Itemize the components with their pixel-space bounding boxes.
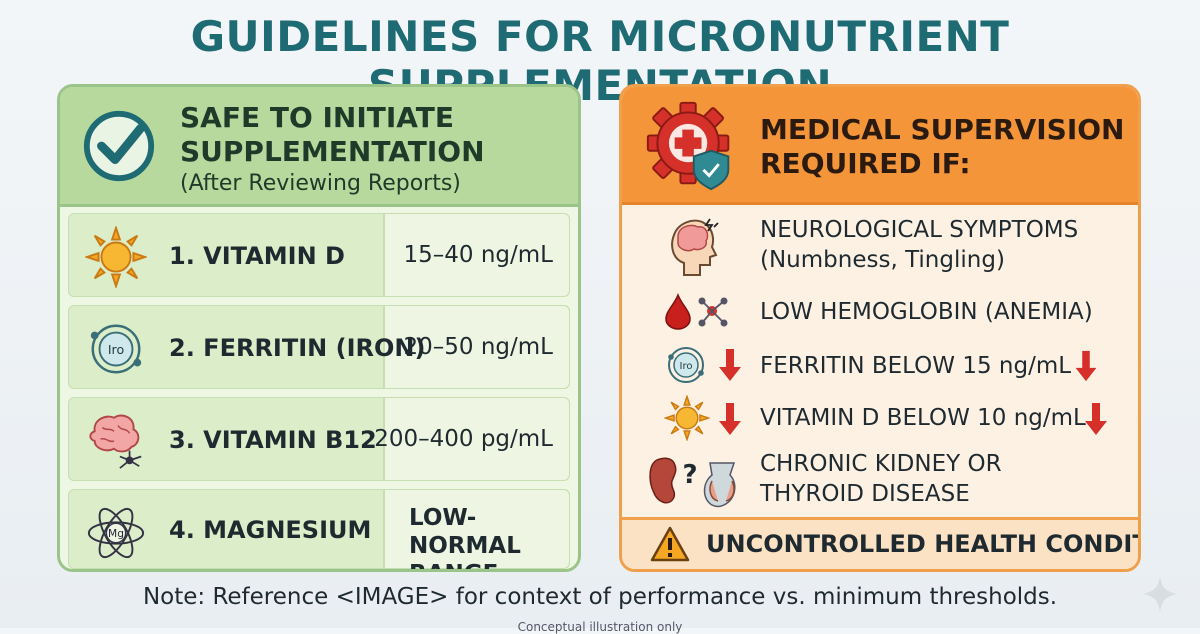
item-subtext: (Numbness, Tingling) bbox=[760, 247, 1005, 273]
supervision-footer: UNCONTROLLED HEALTH CONDITIONS bbox=[622, 517, 1138, 569]
row-value: LOW-NORMAL RANGE bbox=[409, 505, 521, 569]
item-text: FERRITIN BELOW 15 ng/mL bbox=[760, 353, 1072, 379]
safe-panel-header: SAFE TO INITIATE SUPPLEMENTATION (After … bbox=[60, 87, 578, 207]
head-brain-icon bbox=[671, 218, 719, 276]
list-item: ? CHRONIC KIDNEY OR THYROID DISEASE bbox=[622, 449, 1138, 513]
row-value: 20–50 ng/mL bbox=[403, 334, 554, 360]
sun-icon bbox=[664, 395, 710, 441]
list-item: Iro FERRITIN BELOW 15 ng/mL bbox=[622, 341, 1138, 389]
supervision-heading-line1: MEDICAL SUPERVISION bbox=[760, 113, 1125, 146]
iron-atom-icon: Iro bbox=[90, 324, 142, 374]
row-name: 4. MAGNESIUM bbox=[169, 516, 372, 544]
item-text: LOW HEMOGLOBIN (ANEMIA) bbox=[760, 299, 1093, 325]
list-item: VITAMIN D BELOW 10 ng/mL bbox=[622, 393, 1138, 443]
svg-text:Iro: Iro bbox=[680, 361, 693, 372]
arrow-down-icon bbox=[1075, 350, 1097, 382]
checkmark-circle-icon bbox=[83, 110, 155, 182]
sparkle-icon bbox=[1142, 576, 1178, 612]
row-name: 1. VITAMIN D bbox=[169, 242, 345, 270]
item-text: VITAMIN D BELOW 10 ng/mL bbox=[760, 405, 1086, 431]
supervision-panel: MEDICAL SUPERVISION REQUIRED IF: NEUROLO… bbox=[619, 84, 1141, 572]
item-subtext: THYROID DISEASE bbox=[760, 481, 970, 507]
arrow-down-icon bbox=[719, 403, 741, 435]
list-item: 1. VITAMIN D 15–40 ng/mL bbox=[68, 213, 570, 297]
item-text: NEUROLOGICAL SYMPTOMS bbox=[760, 217, 1079, 243]
safe-heading-line2: SUPPLEMENTATION bbox=[180, 135, 485, 168]
kidney-thyroid-icon: ? bbox=[649, 457, 736, 508]
list-item: LOW HEMOGLOBIN (ANEMIA) bbox=[622, 289, 1138, 333]
row-name: 3. VITAMIN B12 bbox=[169, 426, 377, 454]
footer-text: UNCONTROLLED HEALTH CONDITIONS bbox=[706, 530, 1138, 558]
list-item: NEUROLOGICAL SYMPTOMS (Numbness, Tinglin… bbox=[622, 215, 1138, 281]
magnesium-atom-icon: Mg bbox=[87, 507, 145, 559]
iron-atom-icon: Iro bbox=[668, 347, 704, 383]
row-name: 2. FERRITIN (IRON) bbox=[169, 334, 426, 362]
note-text: Note: Reference <IMAGE> for context of p… bbox=[142, 584, 1058, 610]
fine-print: Conceptual illustration only bbox=[517, 620, 683, 634]
list-item: Iro 2. FERRITIN (IRON) 20–50 ng/mL bbox=[68, 305, 570, 389]
warning-icon bbox=[650, 526, 690, 562]
sun-icon bbox=[85, 226, 147, 288]
svg-text:Iro: Iro bbox=[108, 342, 124, 357]
item-text: CHRONIC KIDNEY OR bbox=[760, 451, 1002, 477]
blood-drop-icon bbox=[665, 292, 728, 330]
svg-text:Mg: Mg bbox=[108, 527, 124, 540]
brain-neuron-icon bbox=[89, 414, 142, 469]
safe-heading-line1: SAFE TO INITIATE bbox=[180, 101, 454, 134]
safe-heading-sub: (After Reviewing Reports) bbox=[180, 171, 461, 196]
arrow-down-icon bbox=[719, 349, 741, 381]
supervision-heading-line2: REQUIRED IF: bbox=[760, 147, 971, 180]
supervision-panel-header: MEDICAL SUPERVISION REQUIRED IF: bbox=[622, 87, 1138, 205]
row-value: 200–400 pg/mL bbox=[374, 426, 553, 452]
list-item: 3. VITAMIN B12 200–400 pg/mL bbox=[68, 397, 570, 481]
arrow-down-icon bbox=[1085, 403, 1107, 435]
safe-panel: SAFE TO INITIATE SUPPLEMENTATION (After … bbox=[57, 84, 581, 572]
list-item: Mg 4. MAGNESIUM LOW-NORMAL RANGE bbox=[68, 489, 570, 569]
svg-text:?: ? bbox=[682, 460, 697, 490]
gear-medical-shield-icon bbox=[646, 101, 730, 191]
row-value: 15–40 ng/mL bbox=[403, 242, 554, 268]
